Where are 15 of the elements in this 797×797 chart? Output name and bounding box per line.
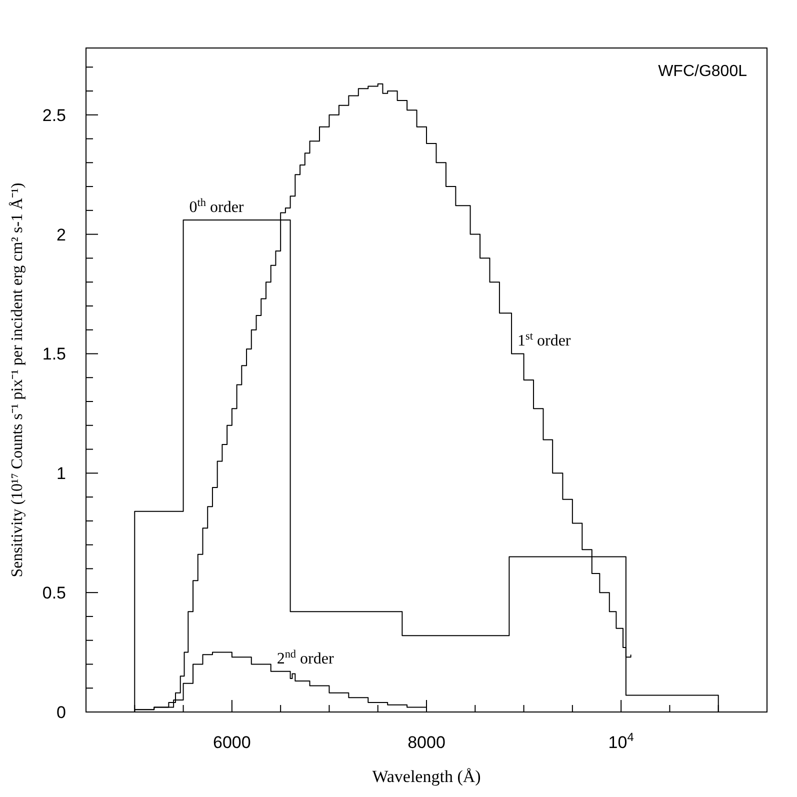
y-tick-label: 2 (56, 225, 66, 244)
y-tick-label: 1.5 (42, 344, 66, 364)
x-tick-label: 6000 (213, 733, 251, 752)
x-tick-label: 10$^{4}$ (608, 730, 634, 752)
y-tick-label: 1 (56, 464, 66, 484)
y-axis-title: Sensitivity (10¹⁷ Counts s⁻¹ pix⁻¹ per incident erg cm² s-1 Å⁻¹) (8, 182, 26, 578)
y-tick-label: 0.5 (42, 584, 66, 603)
x-tick-label: 8000 (408, 733, 446, 752)
annotation: 1$^{st}$ order (518, 330, 572, 350)
annotation: 0$^{th}$ order (189, 196, 244, 216)
text: WFC/G800L (658, 63, 748, 80)
x-axis-title: Wavelength (Å) (372, 767, 481, 786)
annotation: 2$^{nd}$ order (276, 648, 334, 668)
y-tick-label: 2.5 (42, 106, 66, 125)
y-tick-label: 0 (56, 703, 66, 722)
